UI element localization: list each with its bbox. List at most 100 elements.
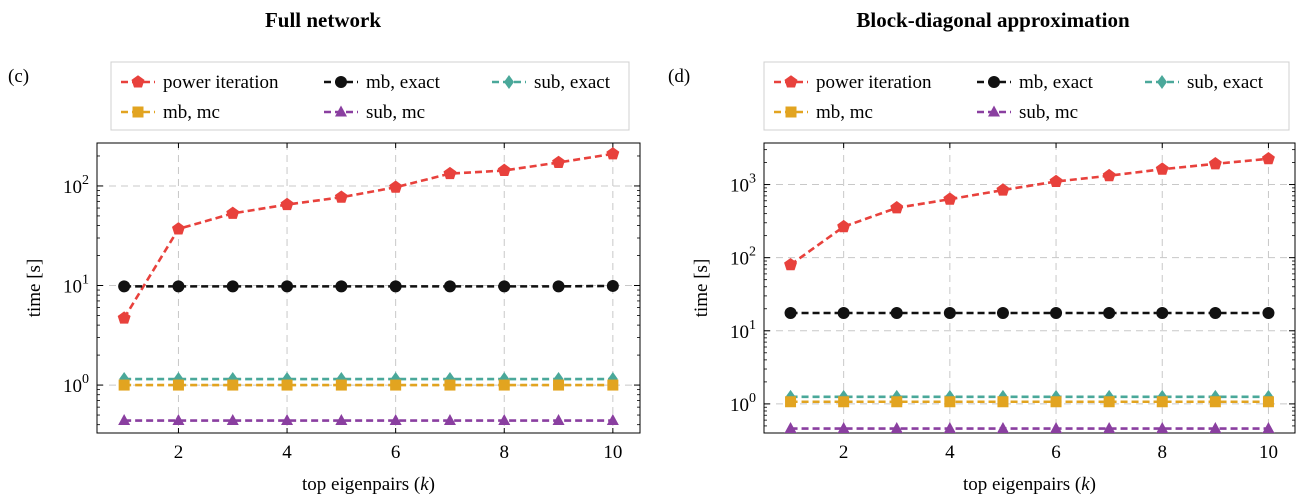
minor-ticks (764, 149, 1295, 427)
data-point (1208, 157, 1222, 170)
data-point (1209, 396, 1221, 408)
legend-label: mb, mc (163, 102, 220, 123)
series-sub-mc (118, 414, 619, 426)
data-point (944, 396, 956, 408)
x-tick-label: 2 (839, 442, 849, 463)
data-point (890, 422, 903, 434)
legend-item: sub, exact (1145, 72, 1264, 93)
legend: power iteration mb, exact sub, exact mb, mc… (763, 61, 1290, 131)
legend-marker (784, 75, 798, 88)
data-point (281, 414, 294, 426)
panel-label: (c) (8, 66, 29, 87)
data-point (281, 280, 294, 293)
x-axis-label: top eigenpairs (k) (963, 474, 1096, 495)
panel-label: (d) (668, 66, 690, 87)
legend-label: sub, exact (1187, 72, 1264, 93)
y-tick-label: 102 (63, 173, 89, 198)
data-point (335, 414, 348, 426)
legend-item: sub, exact (492, 72, 611, 93)
data-point (1050, 396, 1062, 408)
data-point (1103, 307, 1116, 320)
data-point (1261, 152, 1275, 165)
x-axis-label: top eigenpairs (k) (302, 474, 435, 495)
y-tick-label: 103 (730, 172, 756, 197)
data-point (552, 280, 565, 293)
data-point (118, 414, 131, 426)
x-tick-label: 8 (1158, 442, 1168, 463)
y-tick-label: 100 (730, 391, 756, 416)
data-point (1156, 396, 1168, 408)
x-tick-label: 4 (945, 442, 955, 463)
series-mb-mc (118, 379, 619, 391)
data-point (997, 396, 1009, 408)
legend-label: power iteration (163, 72, 279, 93)
data-point (389, 180, 403, 193)
legend-label: sub, mc (1019, 102, 1078, 123)
x-tick-label: 8 (500, 442, 510, 463)
series-mb-mc (785, 396, 1274, 408)
data-point (996, 422, 1009, 434)
data-point (443, 166, 457, 180)
legend-marker (132, 106, 144, 118)
legend-item: mb, exact (324, 72, 441, 93)
data-point (1050, 307, 1063, 320)
series-line (789, 157, 1269, 266)
data-point (444, 379, 456, 391)
y-tick-label: 101 (63, 273, 89, 298)
data-point (1156, 307, 1169, 320)
data-point (226, 414, 239, 426)
legend-marker (335, 76, 347, 88)
data-point (498, 379, 510, 391)
data-point (227, 379, 239, 391)
ticks: 2 4 6 8 10 100 101 102 (63, 143, 640, 463)
legend-label: power iteration (816, 72, 932, 93)
data-point (606, 279, 619, 292)
y-tick-label: 101 (730, 318, 756, 343)
y-axis-label: time [s] (691, 259, 712, 318)
data-point (838, 396, 850, 408)
legend-item: mb, mc (121, 102, 220, 123)
data-point (281, 379, 293, 391)
data-point (335, 379, 347, 391)
data-point (172, 280, 185, 293)
data-point (118, 379, 130, 391)
data-point (784, 422, 797, 434)
data-point (498, 414, 511, 426)
data-point (280, 197, 294, 211)
data-point (443, 280, 456, 293)
data-point (1102, 168, 1116, 182)
legend-marker (988, 105, 1000, 117)
series-mb-exact (118, 279, 619, 293)
data-point (607, 379, 619, 391)
data-point (552, 155, 566, 168)
data-point (1103, 396, 1115, 408)
data-point (837, 219, 851, 233)
data-point (1156, 422, 1169, 434)
series-sub-mc (784, 422, 1275, 434)
data-point (1049, 174, 1063, 188)
legend-item: power iteration (121, 72, 279, 93)
data-point (172, 414, 185, 426)
x-tick-label: 2 (174, 442, 184, 463)
x-tick-label: 6 (391, 442, 401, 463)
data-point (1262, 307, 1275, 320)
data-point (117, 311, 131, 324)
x-tick-label: 10 (1259, 442, 1278, 463)
data-point (1103, 422, 1116, 434)
data-point (226, 280, 239, 293)
series-line (123, 152, 614, 319)
legend-marker (785, 106, 797, 118)
data-point (118, 280, 131, 293)
data-point (1262, 422, 1275, 434)
data-point (890, 307, 903, 320)
legend-label: mb, mc (816, 102, 873, 123)
data-point (389, 280, 402, 293)
panel-c: Full network (c) 2 4 6 8 10 100 101 102 top eigenp… (8, 8, 641, 495)
legend-item: sub, mc (977, 102, 1078, 123)
legend-item: mb, exact (977, 72, 1094, 93)
chart-title: Block-diagonal approximation (856, 8, 1130, 32)
plot-frame (763, 142, 1296, 434)
legend-marker (988, 76, 1000, 88)
data-point (497, 163, 511, 176)
